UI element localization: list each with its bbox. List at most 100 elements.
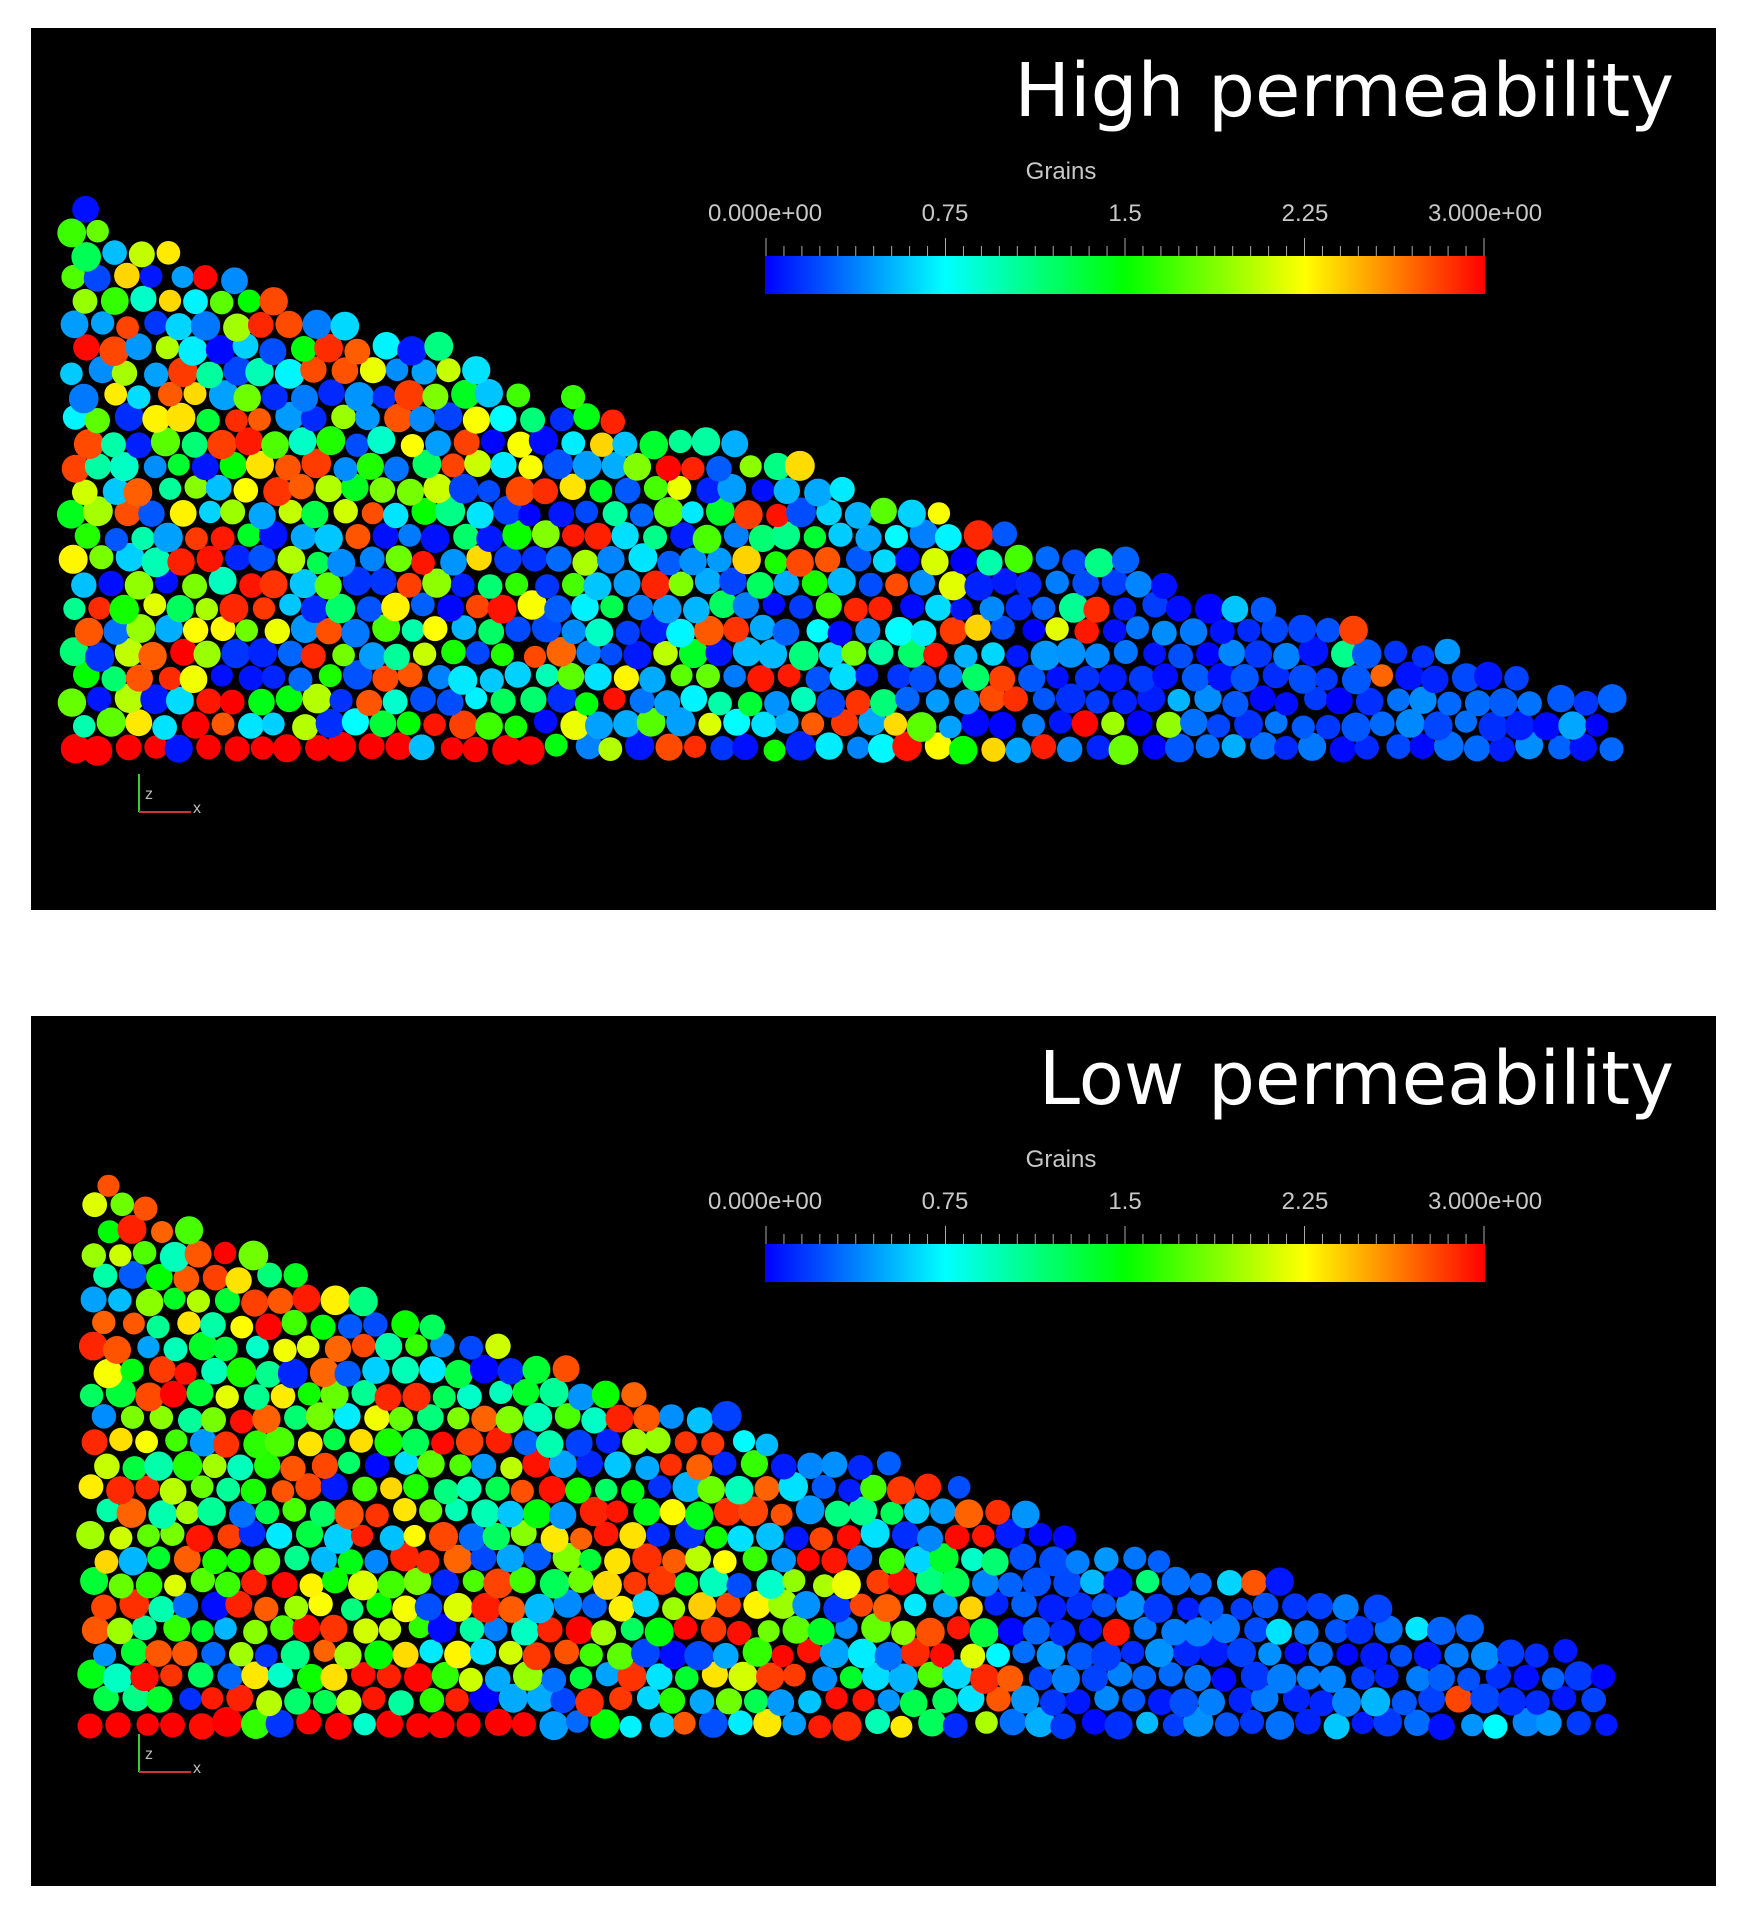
grain xyxy=(1325,1619,1349,1643)
grain xyxy=(1156,711,1183,738)
grain xyxy=(1386,734,1411,759)
grain xyxy=(82,736,113,766)
grain xyxy=(625,731,655,761)
grain xyxy=(443,1544,473,1574)
grain xyxy=(984,1591,1009,1616)
grain xyxy=(613,569,641,597)
grain xyxy=(210,616,236,642)
grain xyxy=(188,1331,218,1361)
grain xyxy=(466,641,490,665)
grain xyxy=(1483,1714,1508,1739)
grain xyxy=(449,710,478,740)
grain xyxy=(659,1499,686,1526)
grain xyxy=(1194,684,1222,713)
grain xyxy=(485,1476,510,1501)
grain xyxy=(120,1358,144,1382)
grain xyxy=(82,1192,108,1218)
colorbar-tick-4: 3.000e+00 xyxy=(1427,1188,1543,1215)
grain xyxy=(61,264,86,290)
grain xyxy=(523,1543,551,1571)
grain xyxy=(786,549,814,577)
grain xyxy=(1274,735,1298,760)
grain xyxy=(417,1450,445,1478)
grain xyxy=(1351,1711,1374,1735)
grain xyxy=(214,1617,237,1640)
grain xyxy=(861,1662,891,1691)
grain xyxy=(1086,735,1112,760)
grain xyxy=(308,1591,333,1617)
grain xyxy=(684,735,707,758)
grain xyxy=(106,1617,134,1645)
grain xyxy=(1101,569,1129,596)
grain xyxy=(1404,1709,1431,1736)
colorbar-tick-0: 0.000e+00 xyxy=(707,200,823,227)
grain xyxy=(576,1450,603,1478)
grain xyxy=(457,1384,482,1410)
grain xyxy=(72,195,99,223)
grain xyxy=(427,1614,457,1643)
grain xyxy=(673,1616,698,1640)
grain xyxy=(510,1520,537,1547)
grain xyxy=(299,1573,324,1598)
grain xyxy=(196,545,223,573)
grain xyxy=(839,1666,863,1689)
grain xyxy=(431,1431,455,1455)
grain xyxy=(469,1638,497,1665)
grain xyxy=(235,619,258,642)
grain xyxy=(443,1592,473,1622)
grain xyxy=(325,593,356,624)
grain xyxy=(188,1713,216,1740)
grain xyxy=(241,1569,267,1596)
grain xyxy=(356,452,384,480)
grain xyxy=(934,524,962,551)
grain xyxy=(223,313,252,342)
grain xyxy=(150,427,181,457)
grain xyxy=(601,452,629,479)
grain xyxy=(924,732,953,760)
grain xyxy=(149,1405,174,1430)
grain xyxy=(916,1617,945,1647)
grain xyxy=(877,1689,900,1712)
grain xyxy=(172,1592,199,1619)
panel-title-low-permeability: Low permeability xyxy=(1038,1036,1674,1122)
grain xyxy=(795,1495,825,1525)
grain xyxy=(477,480,501,503)
grain xyxy=(1513,1664,1540,1691)
grain xyxy=(103,1336,131,1364)
grain xyxy=(537,1617,563,1643)
grain xyxy=(1040,1689,1067,1716)
grain xyxy=(318,664,342,688)
grain xyxy=(186,1379,214,1407)
grain xyxy=(265,1709,294,1738)
grain xyxy=(828,522,853,547)
grain xyxy=(79,1383,104,1408)
grain xyxy=(273,1338,297,1363)
grain xyxy=(627,594,653,621)
grain xyxy=(351,1380,378,1406)
grain xyxy=(1239,1709,1265,1734)
grain xyxy=(697,1476,725,1504)
grain xyxy=(1451,663,1481,692)
grain xyxy=(434,402,463,431)
grain xyxy=(895,547,920,572)
grain xyxy=(707,547,732,573)
grain xyxy=(540,1524,569,1553)
grain xyxy=(123,478,153,507)
grain xyxy=(124,571,154,600)
grain xyxy=(91,1594,117,1620)
grain xyxy=(1045,570,1069,594)
grain xyxy=(72,288,98,314)
grain xyxy=(1036,1641,1066,1670)
grain xyxy=(1158,1662,1183,1687)
grain xyxy=(214,1571,241,1598)
grain xyxy=(636,707,666,737)
grain xyxy=(241,1709,271,1739)
grain xyxy=(422,568,452,598)
grain xyxy=(844,502,872,529)
grain xyxy=(1384,640,1408,664)
grain xyxy=(1161,1566,1191,1596)
grain xyxy=(166,402,196,432)
grain xyxy=(812,1666,838,1692)
grain xyxy=(771,1547,796,1573)
grain xyxy=(60,310,89,339)
